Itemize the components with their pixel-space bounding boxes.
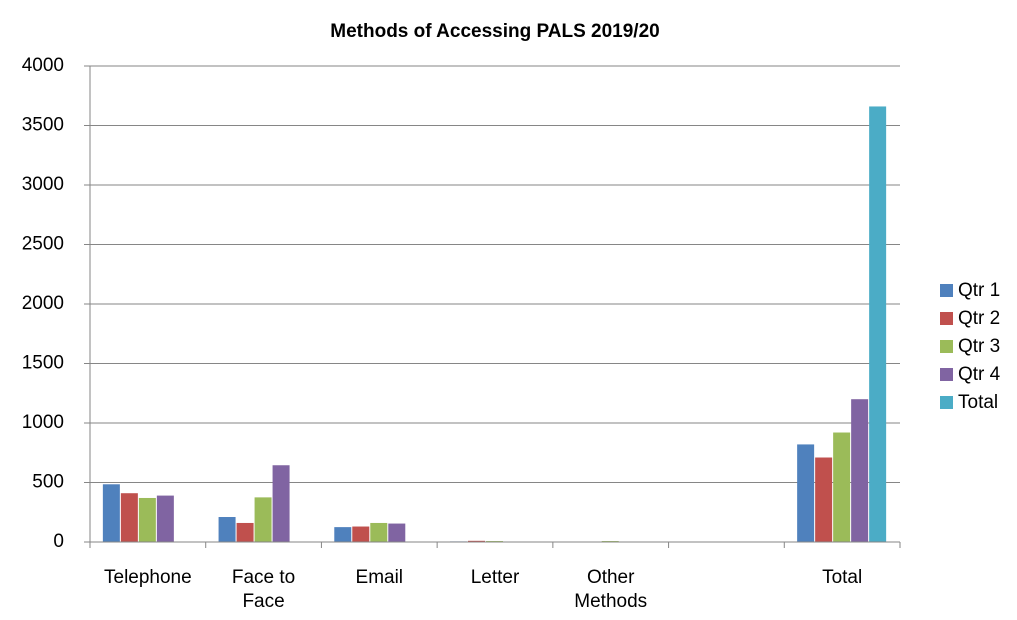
bar xyxy=(833,432,851,542)
y-tick-label: 2000 xyxy=(22,293,64,314)
y-tick-label: 4000 xyxy=(22,55,64,76)
bar xyxy=(254,497,272,542)
bar xyxy=(236,522,254,542)
bar xyxy=(851,399,869,542)
legend-swatch xyxy=(940,368,953,381)
x-tick-label: Letter xyxy=(471,567,520,588)
bar xyxy=(370,522,388,542)
legend-swatch xyxy=(940,312,953,325)
legend-label: Qtr 4 xyxy=(958,364,1001,385)
y-tick-label: 1500 xyxy=(22,353,64,374)
bar xyxy=(388,523,406,542)
chart-title: Methods of Accessing PALS 2019/20 xyxy=(330,21,659,42)
bar xyxy=(352,526,370,542)
legend-label: Total xyxy=(958,392,998,413)
bar xyxy=(815,457,833,542)
x-tick-label: Telephone xyxy=(104,567,192,588)
legend-label: Qtr 3 xyxy=(958,336,1000,357)
legend-label: Qtr 2 xyxy=(958,308,1000,329)
y-tick-label: 1000 xyxy=(22,412,64,433)
legend-swatch xyxy=(940,284,953,297)
x-tick-label: Email xyxy=(356,567,404,588)
y-tick-label: 0 xyxy=(53,531,64,552)
bar xyxy=(138,497,156,542)
y-tick-label: 3000 xyxy=(22,174,64,195)
x-tick-label: Face to Face xyxy=(232,567,295,612)
legend-swatch xyxy=(940,340,953,353)
y-tick-label: 2500 xyxy=(22,234,64,255)
bar xyxy=(218,517,236,542)
bar xyxy=(272,465,290,542)
bar xyxy=(797,444,815,542)
legend-swatch xyxy=(940,396,953,409)
bar xyxy=(334,527,352,542)
bar xyxy=(869,106,887,543)
bar xyxy=(468,540,485,542)
bar xyxy=(120,493,138,542)
legend-label: Qtr 1 xyxy=(958,280,1000,301)
bar xyxy=(102,484,120,542)
x-tick-label: Total xyxy=(822,567,862,588)
bar xyxy=(156,495,174,542)
y-tick-label: 3500 xyxy=(22,115,64,136)
y-tick-label: 500 xyxy=(32,472,64,493)
x-tick-label: Other Methods xyxy=(574,567,647,612)
